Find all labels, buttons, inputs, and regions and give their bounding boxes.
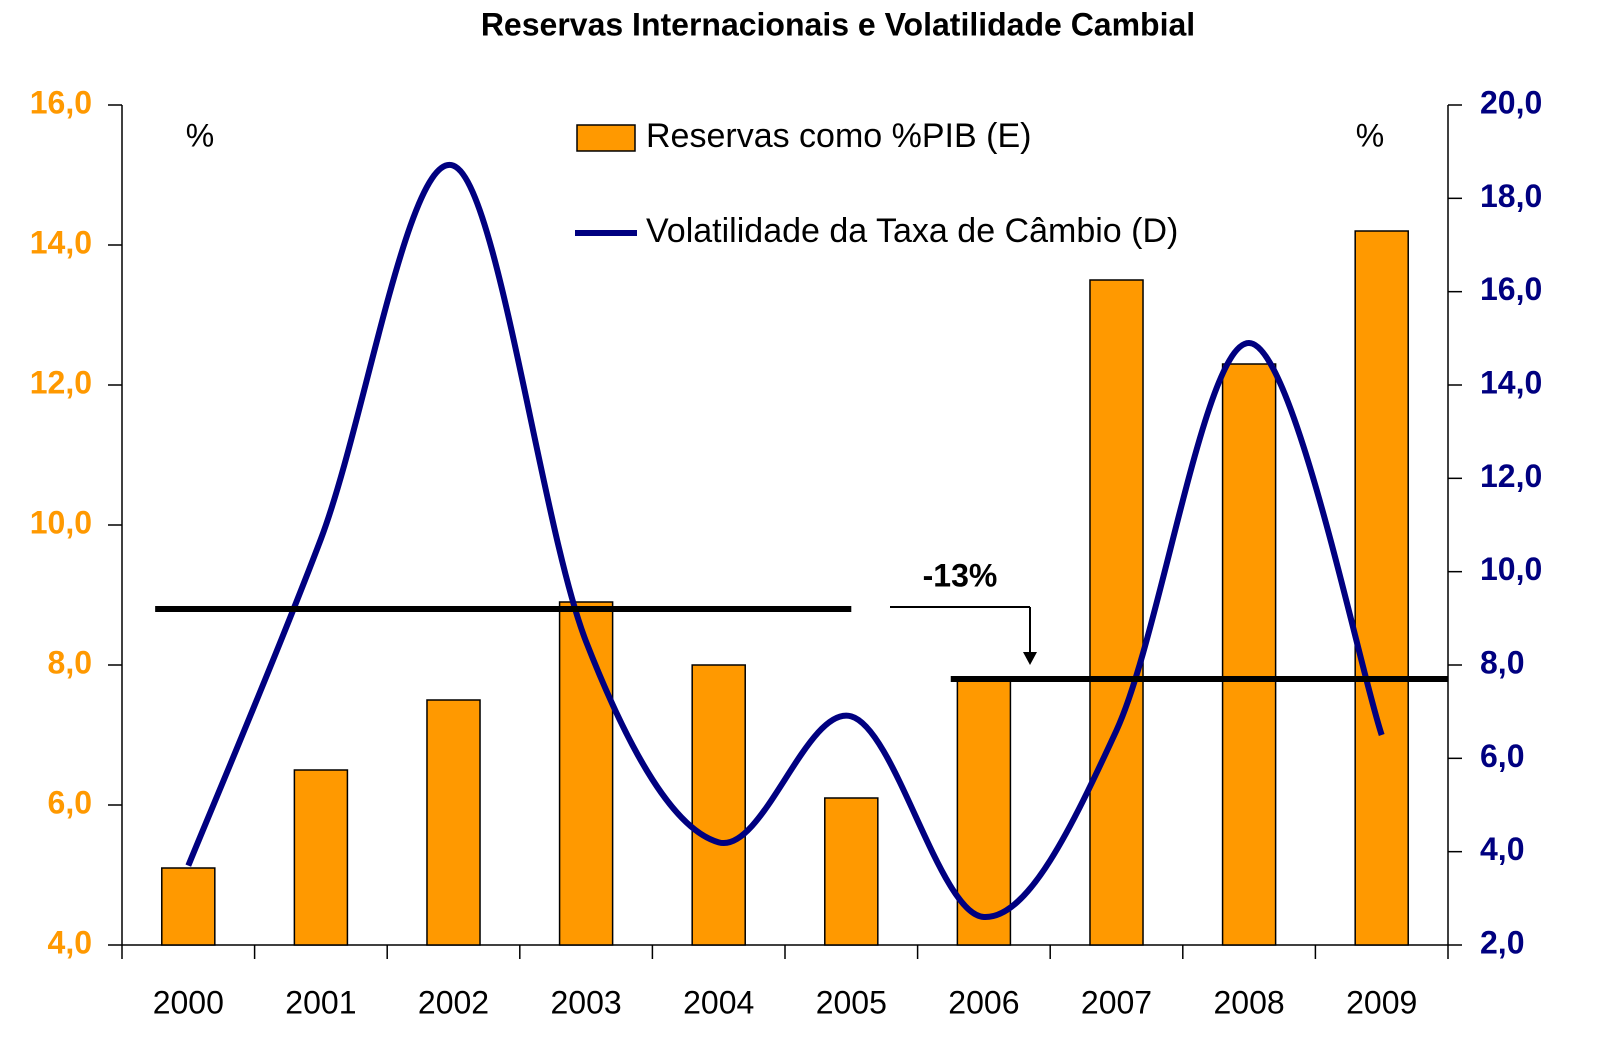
line bbox=[185, 162, 1385, 921]
x-tick-label: 2007 bbox=[1081, 984, 1152, 1020]
annotation-arrow-head bbox=[1023, 652, 1037, 665]
y2-tick-label: 8,0 bbox=[1480, 644, 1524, 680]
y2-tick-label: 14,0 bbox=[1480, 364, 1542, 400]
legend-label: Volatilidade da Taxa de Câmbio (D) bbox=[646, 212, 1178, 250]
x-tick-label: 2004 bbox=[683, 984, 754, 1020]
y2-tick-label: 18,0 bbox=[1480, 178, 1542, 214]
y-tick-label: 8,0 bbox=[48, 644, 92, 680]
bar bbox=[956, 678, 1012, 946]
x-tick-label: 2000 bbox=[153, 984, 224, 1020]
y2-tick-label: 4,0 bbox=[1480, 831, 1524, 867]
x-tick-label: 2009 bbox=[1346, 984, 1417, 1020]
y-tick-label: 16,0 bbox=[30, 84, 92, 120]
y-tick-label: 10,0 bbox=[30, 504, 92, 540]
x-tick-label: 2003 bbox=[551, 984, 622, 1020]
bar bbox=[691, 664, 746, 946]
x-tick-label: 2005 bbox=[816, 984, 887, 1020]
annotation: -13% bbox=[923, 557, 998, 593]
y-tick-label: 4,0 bbox=[48, 924, 92, 960]
y-tick-label: 6,0 bbox=[48, 784, 92, 820]
bar bbox=[426, 699, 481, 946]
y2-tick-label: 20,0 bbox=[1480, 84, 1542, 120]
y-unit-label: % bbox=[186, 117, 214, 153]
bar bbox=[161, 867, 216, 946]
chart-title: Reservas Internacionais e Volatilidade C… bbox=[481, 6, 1195, 42]
y-tick-label: 14,0 bbox=[30, 224, 92, 260]
bar bbox=[558, 601, 614, 946]
y-tick-label: 12,0 bbox=[30, 364, 92, 400]
legend-swatch bbox=[576, 124, 636, 152]
bar bbox=[1221, 363, 1277, 946]
bar bbox=[293, 769, 349, 946]
x-tick-label: 2006 bbox=[948, 984, 1019, 1020]
y2-tick-label: 2,0 bbox=[1480, 924, 1524, 960]
bar bbox=[1089, 279, 1144, 946]
y2-unit-label: % bbox=[1356, 117, 1384, 153]
y2-tick-label: 10,0 bbox=[1480, 551, 1542, 587]
x-tick-label: 2001 bbox=[285, 984, 356, 1020]
y2-tick-label: 16,0 bbox=[1480, 271, 1542, 307]
bar bbox=[1354, 230, 1409, 946]
bar bbox=[824, 797, 879, 946]
y2-tick-label: 6,0 bbox=[1480, 738, 1524, 774]
x-tick-label: 2008 bbox=[1214, 984, 1285, 1020]
legend-label: Reservas como %PIB (E) bbox=[646, 117, 1031, 155]
x-tick-label: 2002 bbox=[418, 984, 489, 1020]
y2-tick-label: 12,0 bbox=[1480, 458, 1542, 494]
